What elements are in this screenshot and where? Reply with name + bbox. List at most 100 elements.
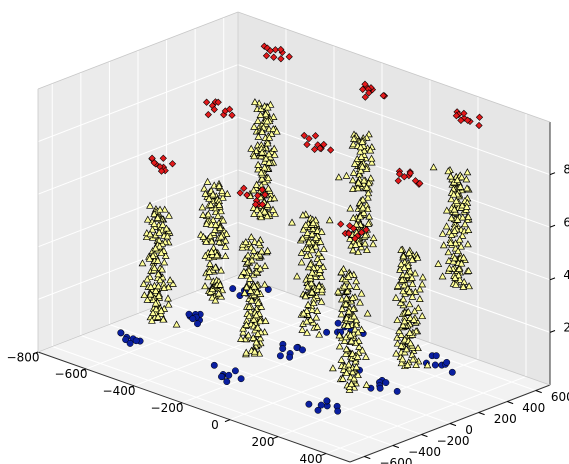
triangle-marker xyxy=(250,209,258,217)
triangle-marker xyxy=(403,360,412,368)
triangle-marker xyxy=(337,355,346,363)
triangle-marker xyxy=(164,294,172,302)
triangle-marker xyxy=(151,244,160,252)
z-grid-back xyxy=(237,169,551,281)
z-tick-label: 800 xyxy=(563,163,569,177)
triangle-marker xyxy=(306,272,315,280)
triangle-marker xyxy=(459,253,468,261)
triangle-marker xyxy=(438,272,447,280)
triangle-marker xyxy=(317,297,326,305)
triangle-marker xyxy=(410,307,419,315)
diamond-marker xyxy=(400,173,408,181)
triangle-marker xyxy=(251,98,259,106)
triangle-marker xyxy=(459,282,468,290)
diamond-marker xyxy=(395,170,404,178)
triangle-marker xyxy=(313,226,322,234)
circle-marker xyxy=(323,328,331,336)
circle-marker xyxy=(443,358,451,366)
data-points xyxy=(117,42,484,415)
triangle-marker xyxy=(247,144,256,152)
z-axis-ticks: 200 400 600 800 xyxy=(549,163,569,335)
x-tick-label: 400 xyxy=(300,452,323,464)
diamond-marker xyxy=(157,167,166,175)
triangle-marker xyxy=(363,309,372,317)
triangle-marker xyxy=(202,219,211,227)
triangle-marker xyxy=(357,152,366,160)
triangle-marker xyxy=(362,183,371,191)
triangle-marker xyxy=(158,220,167,228)
triangle-marker xyxy=(201,282,209,290)
diamond-marker xyxy=(362,226,370,234)
diamond-marker xyxy=(236,189,244,197)
triangle-marker xyxy=(297,258,306,266)
triangle-marker xyxy=(363,245,371,253)
triangle-marker xyxy=(265,133,274,141)
diamond-marker xyxy=(416,179,424,188)
triangle-marker xyxy=(257,302,266,310)
z-grid-back xyxy=(237,64,551,176)
triangle-marker xyxy=(211,220,220,228)
triangle-marker xyxy=(397,245,406,253)
triangle-marker xyxy=(146,290,155,298)
circle-marker xyxy=(231,367,239,375)
triangle-marker xyxy=(315,282,323,290)
triangle-marker xyxy=(450,254,459,262)
z-grid-left xyxy=(37,64,239,143)
x-tick-label: −200 xyxy=(151,401,184,415)
z-tick-mark xyxy=(549,172,556,176)
triangle-marker xyxy=(152,305,160,313)
triangle-marker xyxy=(359,203,367,211)
triangle-marker xyxy=(256,334,265,342)
triangle-marker xyxy=(429,163,438,171)
triangle-marker xyxy=(219,193,227,201)
diamond-marker xyxy=(251,200,260,209)
triangle-marker xyxy=(160,205,169,213)
diamond-marker xyxy=(349,224,358,233)
triangle-marker xyxy=(199,232,208,240)
triangle-marker xyxy=(399,252,408,260)
triangle-marker xyxy=(347,379,356,388)
triangle-marker xyxy=(154,312,162,320)
x-tick-label: 0 xyxy=(211,418,219,432)
triangle-marker xyxy=(414,304,423,312)
triangle-marker xyxy=(353,352,362,360)
z-tick-label: 600 xyxy=(563,215,569,229)
triangle-marker xyxy=(166,276,174,284)
triangle-marker xyxy=(452,196,461,205)
triangle-marker xyxy=(348,176,357,184)
x-tick-mark xyxy=(320,453,327,456)
triangle-marker xyxy=(162,224,171,232)
triangle-marker xyxy=(400,263,409,271)
triangle-marker xyxy=(263,103,272,111)
triangle-marker xyxy=(313,306,322,314)
triangle-marker xyxy=(405,328,414,336)
y-grid-floor xyxy=(80,335,394,446)
triangle-marker xyxy=(271,209,279,217)
triangle-marker xyxy=(258,174,266,182)
triangle-marker xyxy=(350,374,358,382)
triangle-marker xyxy=(148,316,156,324)
triangle-marker xyxy=(264,184,273,192)
triangle-marker xyxy=(357,243,366,251)
diamond-marker xyxy=(379,91,387,100)
triangle-marker xyxy=(463,184,471,192)
triangle-marker xyxy=(423,361,432,369)
triangle-marker xyxy=(369,240,377,248)
triangle-marker xyxy=(198,203,207,211)
triangle-marker xyxy=(317,272,326,280)
x-tick-mark xyxy=(80,368,87,372)
triangle-marker xyxy=(398,355,407,363)
diamond-marker xyxy=(300,131,308,140)
triangle-marker xyxy=(409,315,418,323)
triangle-marker xyxy=(250,122,258,130)
triangle-marker xyxy=(442,222,451,230)
diamond-marker xyxy=(210,105,218,114)
circle-marker xyxy=(279,345,287,353)
triangle-marker xyxy=(356,143,365,151)
triangle-marker xyxy=(451,239,460,247)
diamond-marker xyxy=(277,45,285,54)
triangle-marker xyxy=(215,200,224,208)
y-tick-label: 600 xyxy=(551,390,569,404)
triangle-marker xyxy=(367,158,376,166)
triangle-marker xyxy=(356,298,364,306)
